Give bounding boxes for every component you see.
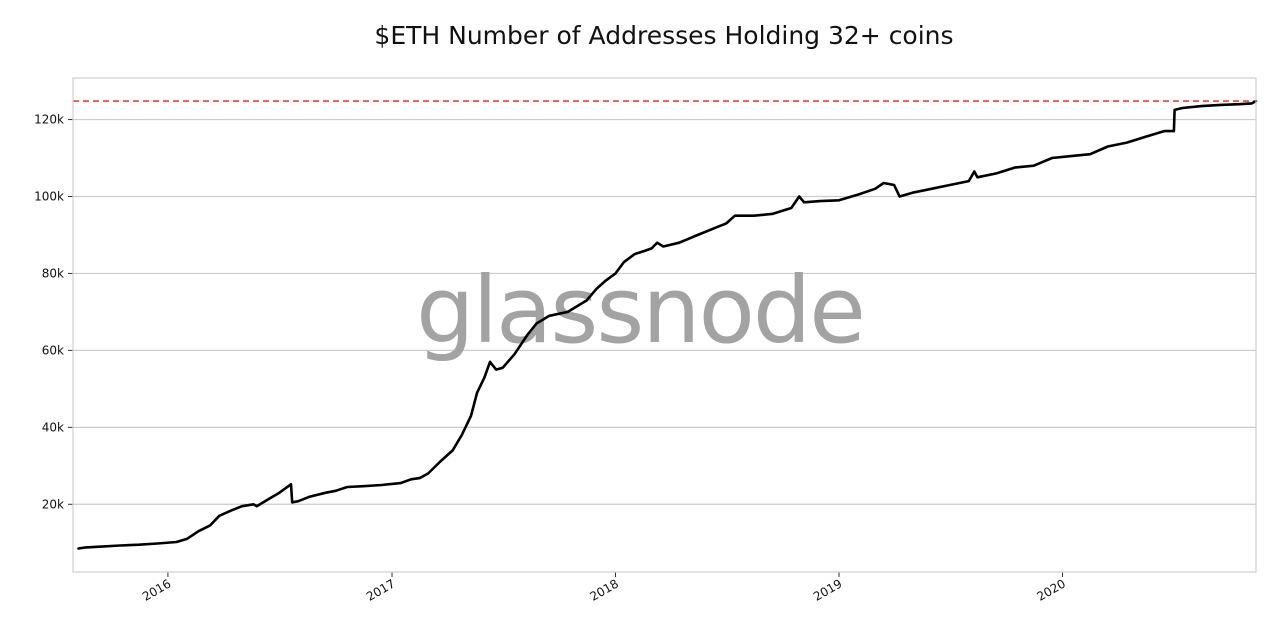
series-line-0 [77, 99, 1258, 550]
y-tick-label-20k: 20k [42, 497, 64, 511]
gridlines [73, 118, 1256, 505]
chart-title: $ETH Number of Addresses Holding 32+ coi… [374, 21, 953, 50]
y-tick-label-100k: 100k [34, 189, 64, 203]
plot-frame [72, 77, 1257, 573]
y-tick-label-60k: 60k [42, 343, 64, 357]
watermark-logo: glassnode [416, 257, 864, 364]
series-group [77, 99, 1258, 550]
y-axis-ticks: 20k 40k 60k 80k 100k 120k [34, 113, 73, 511]
y-tick-label-120k: 120k [34, 113, 64, 127]
y-tick-label-80k: 80k [42, 266, 64, 280]
y-tick-label-40k: 40k [42, 420, 64, 434]
